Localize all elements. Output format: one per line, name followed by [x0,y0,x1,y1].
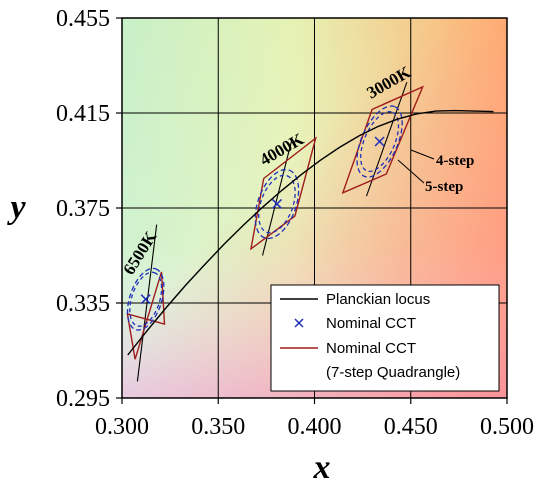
nominal-cct-marker [374,136,385,147]
step-ellipse [360,111,400,173]
nominal-cct-markers [140,136,385,305]
nominal-cct-marker [140,294,151,305]
legend-marker-swatch [294,318,304,328]
step-ellipse [126,267,165,331]
planckian-locus-line [127,109,494,356]
legend: Planckian locus Nominal CCT Nominal CCT … [270,284,500,392]
x-tick-label: 0.500 [480,414,534,440]
iso-cct-line [365,81,408,197]
x-tick-label: 0.400 [288,414,342,440]
axis-ticks: 0.300 0.350 0.400 0.450 0.500 0.295 0.335 0.375… [56,6,534,440]
step5-pointer [397,159,425,184]
step-ellipse [258,174,296,234]
x-tick-label: 0.350 [191,414,245,440]
y-axis-title: y [6,189,26,226]
step4-pointer [410,149,435,160]
nominal-cct-marker [271,198,282,209]
y-tick-label: 0.375 [56,196,110,222]
x-tick-label: 0.450 [384,414,438,440]
legend-quad-label-2: (7-step Quadrangle) [326,364,460,381]
x-axis-title: x [313,449,331,486]
legend-marker-label: Nominal CCT [326,315,416,332]
legend-box [270,284,500,392]
step5-label: 5-step [425,179,463,195]
iso-cct-line [136,224,158,382]
y-tick-label: 0.455 [56,6,110,32]
y-tick-label: 0.335 [56,291,110,317]
step-annotations: 4-step 5-step [397,149,474,195]
quadrangle [249,136,317,251]
y-tick-label: 0.415 [56,101,110,127]
step4-label: 4-step [436,153,474,169]
y-tick-label: 0.295 [56,386,110,412]
quadrangle [341,85,425,195]
legend-locus-label: Planckian locus [326,291,430,308]
legend-quad-label: Nominal CCT [326,340,416,357]
step-ellipse [129,271,163,327]
step-ellipse [254,168,300,240]
x-tick-label: 0.300 [95,414,149,440]
